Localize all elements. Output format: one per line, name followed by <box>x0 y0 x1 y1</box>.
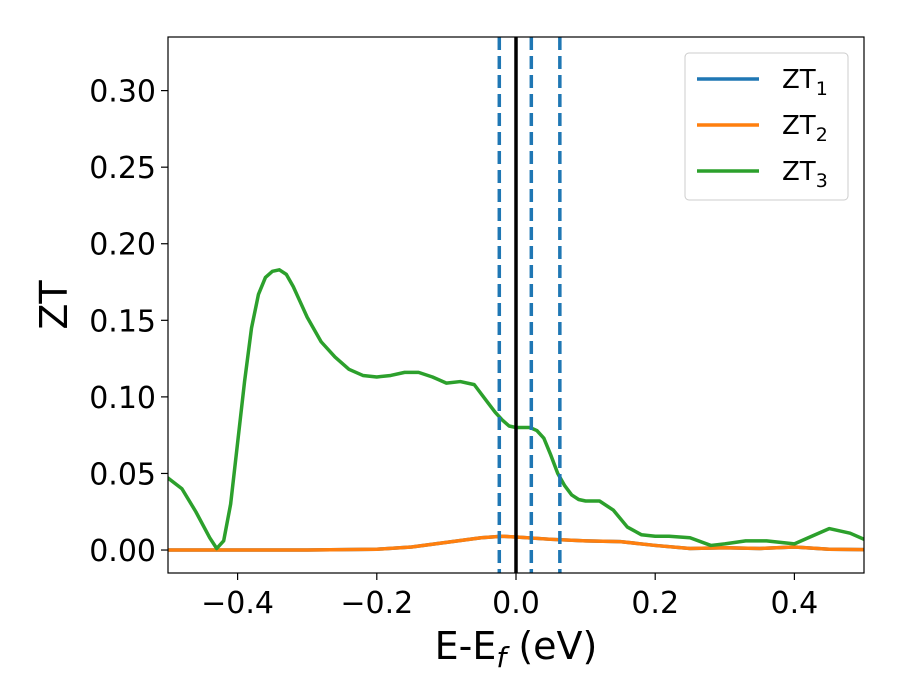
y-tick-label: 0.30 <box>89 75 156 110</box>
x-tick-label: 0.2 <box>631 586 679 621</box>
x-axis-title: E-Ef (eV) <box>435 624 598 674</box>
x-tick-label: 0.0 <box>492 586 540 621</box>
y-tick-label: 0.20 <box>89 228 156 263</box>
y-tick-label: 0.10 <box>89 381 156 416</box>
legend-box <box>684 52 849 201</box>
y-tick-label: 0.15 <box>89 304 156 339</box>
legend-label-2: ZT2 <box>782 111 828 146</box>
y-tick-label: 0.00 <box>89 534 156 569</box>
y-tick-label: 0.25 <box>89 151 156 186</box>
legend: ZT1 ZT2 ZT3 <box>684 52 849 201</box>
y-tick-label: 0.05 <box>89 457 156 492</box>
series-line-3 <box>168 268 864 551</box>
legend-label-3: ZT3 <box>782 157 828 192</box>
series-line-2 <box>168 534 864 552</box>
x-tick-label: −0.2 <box>340 586 413 621</box>
legend-label-1: ZT1 <box>782 65 828 100</box>
x-tick-label: 0.4 <box>771 586 819 621</box>
x-tick-label: −0.4 <box>201 586 274 621</box>
y-axis-title: ZT <box>32 280 76 330</box>
